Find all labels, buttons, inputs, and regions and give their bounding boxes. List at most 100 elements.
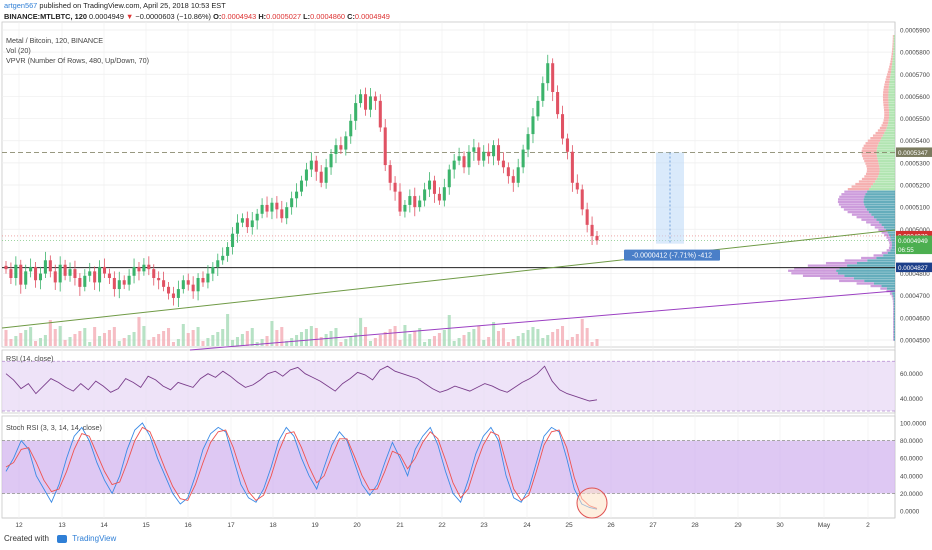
volume-bar — [467, 332, 471, 346]
volume-bar — [162, 331, 166, 346]
candle-body — [388, 165, 392, 183]
candle-body — [68, 269, 72, 276]
candle-body — [255, 213, 259, 221]
rsi-legend[interactable]: RSI (14, close) — [6, 354, 54, 363]
vpvr-row-down — [883, 101, 889, 104]
candle-body — [521, 149, 525, 168]
time-axis-label: 21 — [396, 522, 404, 529]
volume-bar — [240, 334, 244, 346]
time-axis-label: 16 — [184, 522, 192, 529]
volume-bar — [309, 326, 313, 346]
vpvr-row-down — [856, 216, 874, 219]
vpvr-row-down — [893, 333, 894, 336]
candle-body — [98, 266, 102, 283]
vpvr-row-down — [883, 86, 889, 89]
symbol-legend[interactable]: Metal / Bitcoin, 120, BINANCE — [6, 36, 104, 45]
vpvr-row-down — [885, 78, 890, 81]
vpvr-row-down — [863, 144, 878, 147]
vpvr-row-down — [891, 50, 894, 53]
volume-bar — [299, 332, 304, 346]
vpvr-row-up — [888, 108, 895, 112]
volume-bar — [595, 339, 599, 346]
trend-lines — [1, 151, 896, 351]
vpvr-row-down — [872, 134, 883, 137]
measure-tool[interactable]: -0.0000412 (-7.71%) -412 — [624, 152, 720, 261]
vpvr-row-down — [870, 137, 882, 140]
vpvr-row-down — [893, 325, 894, 328]
volume-bar — [437, 333, 441, 346]
rsi-axis-label: 60.0000 — [900, 371, 923, 378]
price-axis-label: 0.0005500 — [900, 116, 930, 123]
vpvr-row-down — [892, 305, 894, 308]
vpvr-row-down — [838, 198, 864, 201]
volume-bar — [487, 337, 491, 346]
price-axis-label: 0.0005400 — [900, 138, 930, 145]
volume-bar — [107, 330, 111, 346]
volume-bar — [280, 327, 284, 346]
candle-body — [575, 182, 579, 190]
stoch-axis-label: 20.0000 — [900, 491, 923, 498]
volume-bar — [452, 341, 456, 346]
vpvr-row-up — [885, 129, 895, 132]
vpvr-row-down — [841, 193, 866, 196]
vpvr-row-down — [855, 182, 874, 186]
volume-bar — [285, 341, 289, 346]
vpvr-row-up — [882, 134, 895, 137]
candle-body — [38, 273, 43, 281]
volume-bar — [570, 337, 574, 346]
stoch-legend[interactable]: Stoch RSI (3, 3, 14, 14, close) — [6, 423, 102, 432]
price-tag-text: 0.0004949 — [898, 238, 928, 245]
vpvr-row-up — [888, 96, 895, 99]
vpvr-row-down — [865, 172, 880, 175]
vpvr-row-up — [885, 228, 895, 232]
vpvr-row-down — [886, 75, 891, 79]
vpvr-row-up — [836, 269, 895, 272]
high-label: H: — [258, 12, 267, 21]
volume-bar — [231, 340, 235, 346]
vpvr-row-up — [871, 185, 895, 188]
volume-bar — [304, 329, 308, 346]
vpvr-row-up — [893, 300, 895, 303]
volume-bar — [314, 328, 318, 346]
candle-body — [201, 278, 205, 283]
vpvr-row-up — [865, 205, 895, 209]
vpvr-row-up — [864, 203, 895, 206]
volume-bar — [536, 329, 540, 346]
rsi-band — [2, 361, 895, 411]
tradingview-brand[interactable]: TradingView — [72, 534, 117, 543]
vol-legend[interactable]: Vol (20) — [6, 46, 31, 55]
candle-body — [541, 83, 545, 101]
volume-bar — [34, 341, 38, 346]
vpvr-row-up — [888, 98, 895, 102]
volume-bar — [546, 335, 550, 346]
candle-body — [53, 271, 57, 283]
vpvr-row-up — [893, 338, 895, 341]
vpvr-row-up — [879, 170, 895, 173]
candle-body — [516, 167, 520, 183]
vpvr-row-down — [888, 246, 892, 249]
author-link[interactable]: artgen567 — [4, 1, 38, 10]
vpvr-row-down — [890, 57, 893, 61]
vpvr-row-down — [887, 70, 892, 73]
vpvr-row-up — [876, 149, 895, 153]
candle-body — [314, 160, 318, 172]
volume-bar — [575, 334, 579, 346]
volume-bar — [191, 330, 195, 346]
candle-body — [88, 271, 92, 276]
vpvr-legend[interactable]: VPVR (Number Of Rows, 480, Up/Down, 70) — [6, 56, 150, 65]
price-tag-bg — [896, 235, 932, 246]
volume-bar — [521, 333, 525, 346]
vpvr-row-up — [877, 147, 895, 150]
time-axis-label: 14 — [100, 522, 108, 529]
measure-label: -0.0000412 (-7.71%) -412 — [632, 253, 712, 260]
candle-body — [590, 224, 594, 236]
candle-body — [329, 154, 333, 168]
volume-bar — [206, 338, 210, 346]
volume-bar — [38, 338, 43, 346]
vpvr-row-down — [865, 162, 879, 165]
price-tag-bg — [896, 147, 932, 157]
symbol-label: BINANCE:MTLBTC, 120 — [4, 12, 87, 21]
vpvr-row-down — [892, 312, 894, 316]
candle-body — [280, 209, 284, 219]
